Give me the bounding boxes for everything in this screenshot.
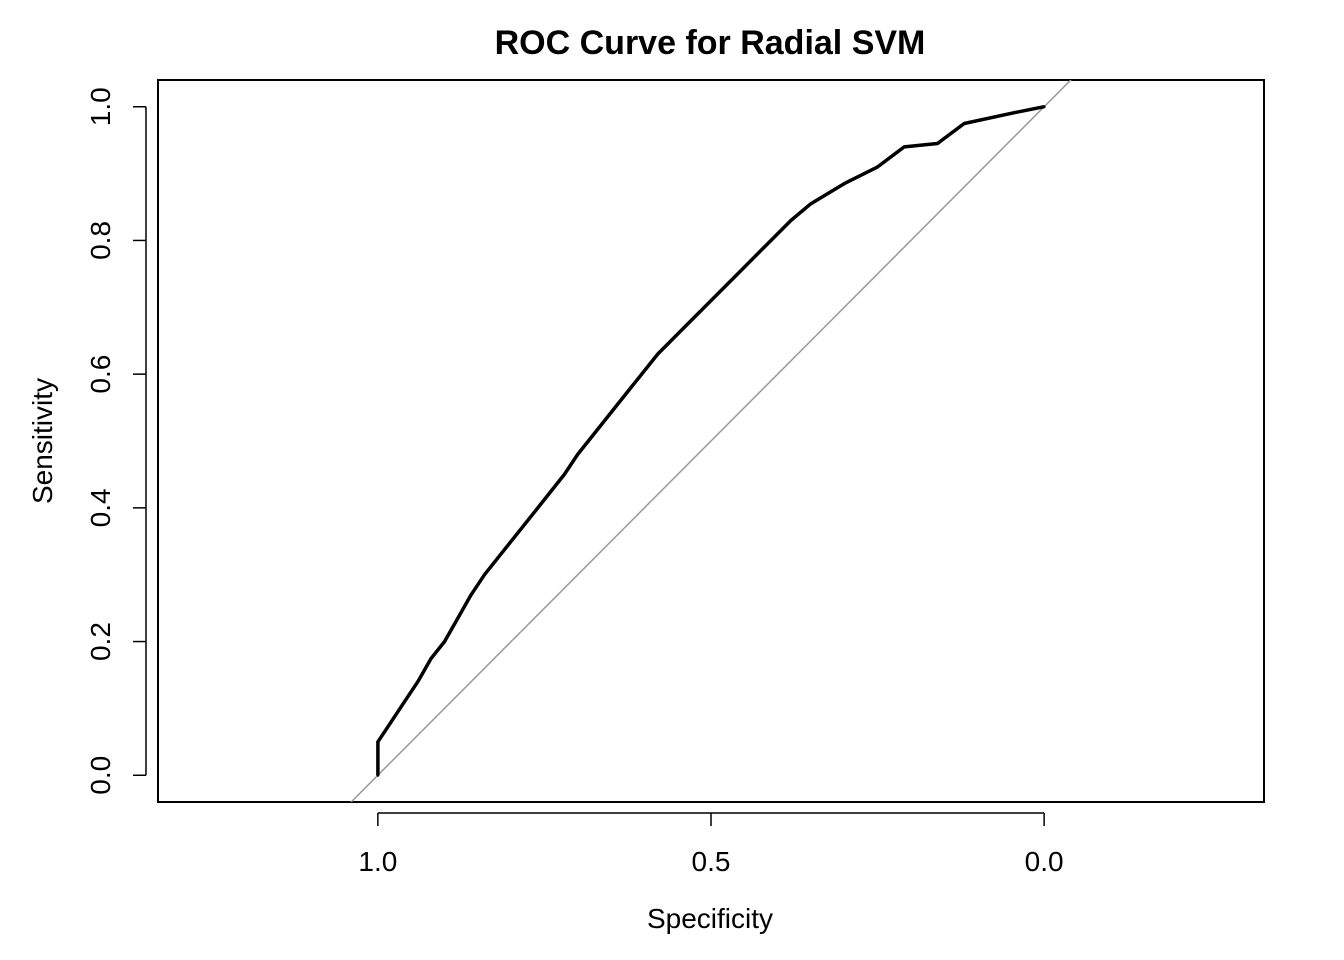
roc-point xyxy=(1009,111,1013,115)
roc-point xyxy=(376,773,380,777)
roc-point xyxy=(709,299,713,303)
roc-point xyxy=(789,218,793,222)
y-tick-label: 0.4 xyxy=(85,488,116,527)
roc-point xyxy=(902,145,906,149)
roc-point xyxy=(629,386,633,390)
roc-point xyxy=(389,720,393,724)
roc-point xyxy=(809,202,813,206)
x-axis-label: Specificity xyxy=(647,903,773,934)
y-tick-label: 0.0 xyxy=(85,756,116,795)
roc-point xyxy=(456,616,460,620)
roc-point xyxy=(469,593,473,597)
roc-point xyxy=(1042,105,1046,109)
roc-point xyxy=(416,680,420,684)
roc-point xyxy=(936,142,940,146)
x-tick-label: 1.0 xyxy=(358,846,397,877)
roc-point xyxy=(562,472,566,476)
x-tick-label: 0.0 xyxy=(1025,846,1064,877)
roc-point xyxy=(536,506,540,510)
plot-frame xyxy=(157,79,1265,803)
roc-point xyxy=(509,539,513,543)
reference-diagonal-line xyxy=(350,80,1072,802)
roc-curve-points xyxy=(376,105,1046,777)
roc-point xyxy=(576,452,580,456)
roc-point xyxy=(403,700,407,704)
roc-point xyxy=(482,573,486,577)
y-tick-label: 1.0 xyxy=(85,87,116,126)
roc-point xyxy=(762,245,766,249)
roc-point xyxy=(602,419,606,423)
roc-point xyxy=(442,640,446,644)
y-tick-label: 0.2 xyxy=(85,622,116,661)
roc-point xyxy=(682,325,686,329)
roc-point xyxy=(736,272,740,276)
roc-point xyxy=(962,121,966,125)
chart-title: ROC Curve for Radial SVM xyxy=(495,24,926,62)
y-tick-label: 0.8 xyxy=(85,221,116,260)
roc-point xyxy=(842,182,846,186)
x-tick-label: 0.5 xyxy=(692,846,731,877)
roc-point xyxy=(429,656,433,660)
y-axis: 0.0 0.2 0.4 0.6 0.8 1.0 xyxy=(85,87,147,795)
roc-curve-line xyxy=(376,104,1045,776)
roc-point xyxy=(656,352,660,356)
y-axis-label: Sensitivity xyxy=(27,378,58,504)
y-tick-label: 0.6 xyxy=(85,355,116,394)
roc-point xyxy=(876,165,880,169)
roc-point xyxy=(376,740,380,744)
x-axis: 1.0 0.5 0.0 xyxy=(358,812,1064,877)
